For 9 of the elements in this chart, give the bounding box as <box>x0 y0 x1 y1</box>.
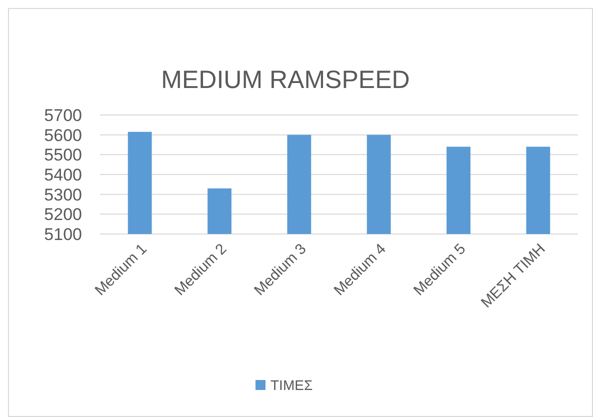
y-tick-label: 5300 <box>44 185 82 204</box>
y-tick-label: 5400 <box>44 165 82 184</box>
legend-label: ΤΙΜΕΣ <box>270 376 313 393</box>
chart-title: MEDIUM RAMSPEED <box>161 66 410 94</box>
y-tick-label: 5600 <box>44 126 82 145</box>
y-tick-label: 5200 <box>44 205 82 224</box>
y-tick-label: 5500 <box>44 146 82 165</box>
y-tick-label: 5100 <box>44 224 82 244</box>
y-tick-label: 5700 <box>44 106 82 125</box>
